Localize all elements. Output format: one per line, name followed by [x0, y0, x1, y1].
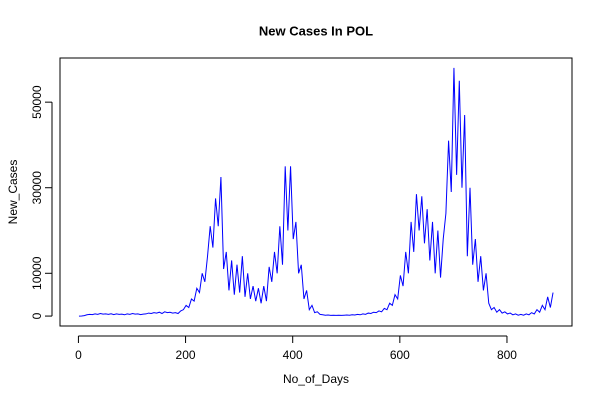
x-tick-label: 200: [176, 348, 196, 362]
plot-frame: [59, 57, 573, 327]
data-line: [78, 67, 554, 317]
x-axis-label: No_of_Days: [283, 372, 349, 386]
x-tick-label: 0: [75, 348, 82, 362]
x-tick-label: 400: [283, 348, 303, 362]
y-axis-label: New_Cases: [6, 160, 20, 225]
y-tick-label: 0: [30, 312, 44, 319]
y-tick-label: 10000: [30, 256, 44, 290]
chart-title: New Cases In POL: [259, 23, 373, 38]
y-tick-label: 50000: [30, 85, 44, 119]
x-tick-label: 600: [390, 348, 410, 362]
x-tick-label: 800: [497, 348, 517, 362]
y-tick-label: 30000: [30, 171, 44, 205]
